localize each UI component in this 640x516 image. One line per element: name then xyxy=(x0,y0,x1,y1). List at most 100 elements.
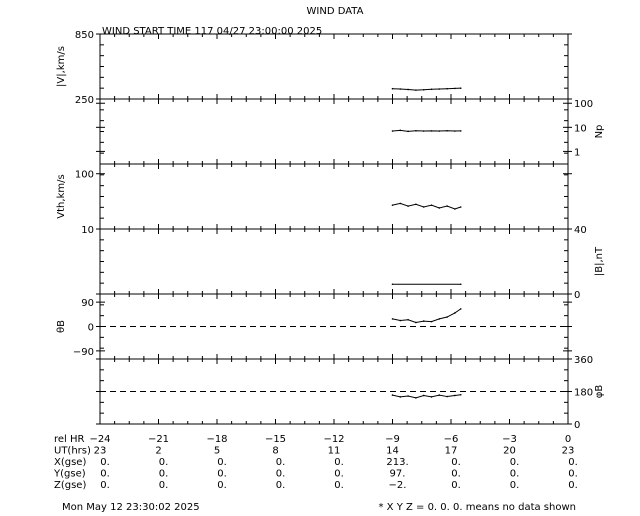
y-axis-label: |B|,nT xyxy=(594,246,605,276)
y-tick-label: 90 xyxy=(81,298,94,309)
y-axis-label: φB xyxy=(594,385,605,399)
data-point xyxy=(391,87,394,90)
table-cell: 0. xyxy=(451,469,461,480)
y-tick-label: 100 xyxy=(574,99,593,110)
table-cell: 17 xyxy=(445,446,458,457)
y-tick-label: 180 xyxy=(574,388,593,399)
footer-note: * X Y Z = 0. 0. 0. means no data shown xyxy=(378,502,576,512)
data-point xyxy=(391,204,394,206)
y-tick-label: 850 xyxy=(75,30,94,41)
panel-vth: 100 10 Vth,km/s xyxy=(56,163,572,236)
table-cell: 23 xyxy=(562,446,575,457)
panel-frame xyxy=(99,98,569,165)
table-cell: 0. xyxy=(568,457,578,468)
y-tick-label: −90 xyxy=(73,347,94,358)
data-point xyxy=(399,129,402,132)
data-point xyxy=(399,319,402,322)
y-tick-label: 10 xyxy=(574,123,587,134)
data-point xyxy=(459,393,462,396)
data-point xyxy=(399,202,402,205)
data-point xyxy=(446,395,448,398)
table-cell: 0. xyxy=(217,469,227,480)
y-tick-label: 1 xyxy=(574,147,580,158)
table-row-label: Z(gse) xyxy=(54,480,86,491)
series-line-vth xyxy=(392,202,461,210)
table-cell: −18 xyxy=(206,434,227,445)
table-cell: 0. xyxy=(451,480,461,491)
table-cell: 0. xyxy=(510,469,520,480)
data-point xyxy=(459,87,462,89)
data-point xyxy=(454,130,456,132)
data-point xyxy=(430,130,433,132)
table-cell: 0. xyxy=(510,457,520,468)
data-point xyxy=(454,87,456,90)
table-cell: 0. xyxy=(510,480,520,491)
footer-timestamp: Mon May 12 23:30:02 2025 xyxy=(62,502,200,512)
data-point xyxy=(422,130,425,132)
y-tick-label: 0 xyxy=(574,420,580,431)
table-cell: 0. xyxy=(568,480,578,491)
data-point xyxy=(422,88,425,91)
panel-v: 850 250 |V|,km/s xyxy=(56,30,572,106)
chart-subtitle: WIND START TIME 117 04/27 23:00:00 2025 xyxy=(102,26,322,37)
data-point xyxy=(415,321,417,324)
table-cell: −24 xyxy=(89,434,110,445)
table-cell: 0. xyxy=(217,457,227,468)
data-point xyxy=(459,206,462,208)
panel-theta: 90 0 −90 θB xyxy=(56,293,572,360)
table-cell: −21 xyxy=(148,434,169,445)
series-line-v xyxy=(392,87,461,91)
data-point xyxy=(391,318,394,320)
data-point xyxy=(415,129,417,132)
panel-b: 40 0 |B|,nT xyxy=(96,225,605,301)
table-cell: 0. xyxy=(159,480,169,491)
data-point xyxy=(415,397,417,399)
table-cell: 0. xyxy=(276,469,286,480)
data-point xyxy=(459,283,462,286)
y-axis-label: |V|,km/s xyxy=(56,46,67,87)
data-point xyxy=(459,130,462,132)
data-point xyxy=(422,320,425,322)
data-point xyxy=(407,395,409,397)
table-cell: 0. xyxy=(159,469,169,480)
y-tick-label: 0 xyxy=(574,290,580,301)
data-point xyxy=(438,207,441,209)
data-point xyxy=(422,206,425,208)
data-point xyxy=(407,88,409,91)
table-cell: 0 xyxy=(565,434,571,445)
table-cell: 0. xyxy=(217,480,227,491)
data-point xyxy=(407,130,409,133)
table-cell: 97. xyxy=(390,469,406,480)
y-tick-label: 10 xyxy=(81,225,94,236)
data-point xyxy=(430,88,433,91)
y-tick-label: 250 xyxy=(75,95,94,106)
data-point xyxy=(438,130,441,132)
table-cell: 0. xyxy=(276,457,286,468)
table-row-label: rel HR xyxy=(54,434,85,445)
y-tick-label: 40 xyxy=(574,225,587,236)
panel-frame xyxy=(99,163,569,230)
panel-np: 100 10 1 Np xyxy=(96,98,605,165)
table-cell: −15 xyxy=(265,434,286,445)
y-tick-label: 360 xyxy=(574,355,593,366)
table-cell: 0. xyxy=(334,469,344,480)
data-point xyxy=(422,394,425,397)
table-cell: 5 xyxy=(214,446,220,457)
table-cell: 0. xyxy=(159,457,169,468)
data-point xyxy=(399,396,402,398)
data-point xyxy=(454,208,456,210)
table-cell: 20 xyxy=(503,446,516,457)
table-row-label: X(gse) xyxy=(54,457,86,468)
y-axis-label: θB xyxy=(56,320,67,333)
data-point xyxy=(430,204,433,206)
series-line-theta xyxy=(392,308,462,323)
data-point xyxy=(391,130,394,132)
table-cell: 23 xyxy=(94,446,107,457)
series-line-np xyxy=(392,129,461,132)
table-cell: 0. xyxy=(100,469,110,480)
chart-title: WIND DATA xyxy=(307,6,364,17)
table-cell: 2 xyxy=(155,446,161,457)
table-cell: −12 xyxy=(323,434,344,445)
